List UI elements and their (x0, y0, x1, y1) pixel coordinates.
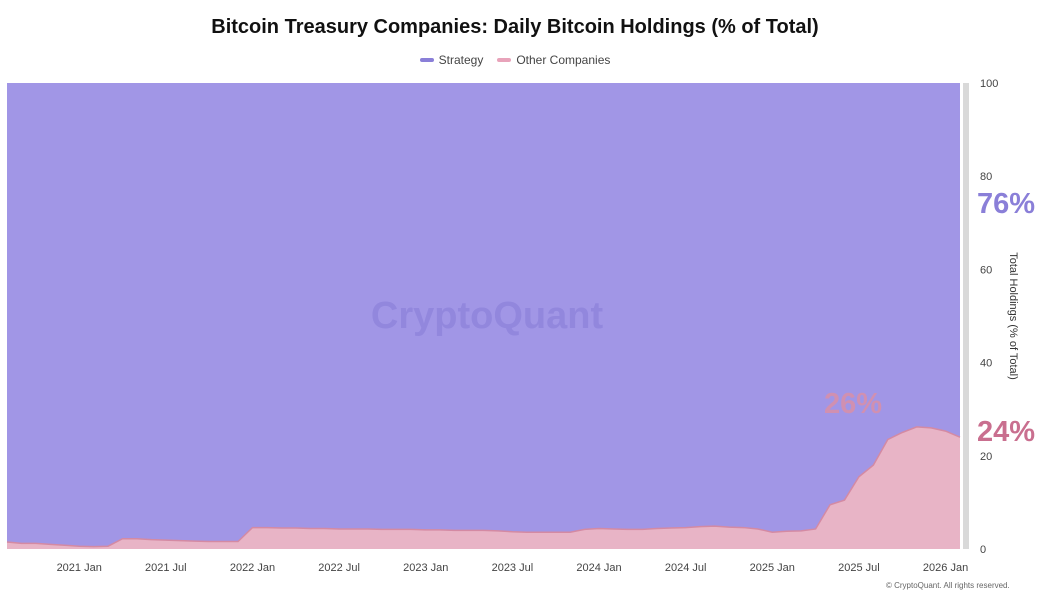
x-tick-label: 2022 Jan (230, 562, 275, 574)
y-tick-layer: 0 20 40 60 80 100 (980, 78, 998, 556)
series-area-other-companies (7, 426, 960, 549)
x-tick-label: 2025 Jul (838, 562, 880, 574)
series-area-strategy (7, 83, 960, 547)
area-layer (6, 83, 961, 549)
y-tick-label: 40 (980, 358, 992, 370)
series-line-other-companies (6, 426, 961, 548)
y-tick-label: 20 (980, 451, 992, 463)
x-tick-label: 2022 Jul (318, 562, 360, 574)
y-tick-label: 60 (980, 264, 992, 276)
y-tick-label: 0 (980, 544, 986, 556)
chart-title: Bitcoin Treasury Companies: Daily Bitcoi… (211, 16, 819, 38)
x-tick-label: 2026 Jan (923, 562, 968, 574)
y-tick-label: 100 (980, 78, 998, 90)
watermark-text: CryptoQuant (371, 295, 604, 337)
x-tick-label: 2025 Jan (750, 562, 795, 574)
annotation-strategy-current: 76% (977, 188, 1035, 220)
copyright-text: © CryptoQuant. All rights reserved. (886, 581, 1010, 590)
x-tick-label: 2024 Jul (665, 562, 707, 574)
annotation-other-current: 24% (977, 416, 1035, 448)
legend-swatch-strategy (419, 58, 434, 62)
y-axis-title: Total Holdings (% of Total) (1007, 252, 1019, 380)
legend-item-other-companies[interactable]: Other Companies (497, 53, 610, 67)
x-tick-label: 2021 Jul (145, 562, 187, 574)
legend-swatch-other-companies (497, 58, 512, 62)
x-tick-label: 2024 Jan (576, 562, 621, 574)
x-tick-label: 2021 Jan (57, 562, 102, 574)
x-tick-layer: 2021 Jan 2021 Jul 2022 Jan 2022 Jul 2023 Jan… (57, 562, 969, 574)
annotation-other-peak: 26% (824, 388, 882, 420)
legend-label-other-companies: Other Companies (516, 53, 611, 67)
legend-item-strategy[interactable]: Strategy (419, 53, 484, 67)
x-tick-label: 2023 Jan (403, 562, 448, 574)
legend: Strategy Other Companies (0, 53, 1030, 67)
x-tick-label: 2023 Jul (492, 562, 534, 574)
y-tick-label: 80 (980, 171, 992, 183)
legend-label-strategy: Strategy (438, 53, 484, 67)
